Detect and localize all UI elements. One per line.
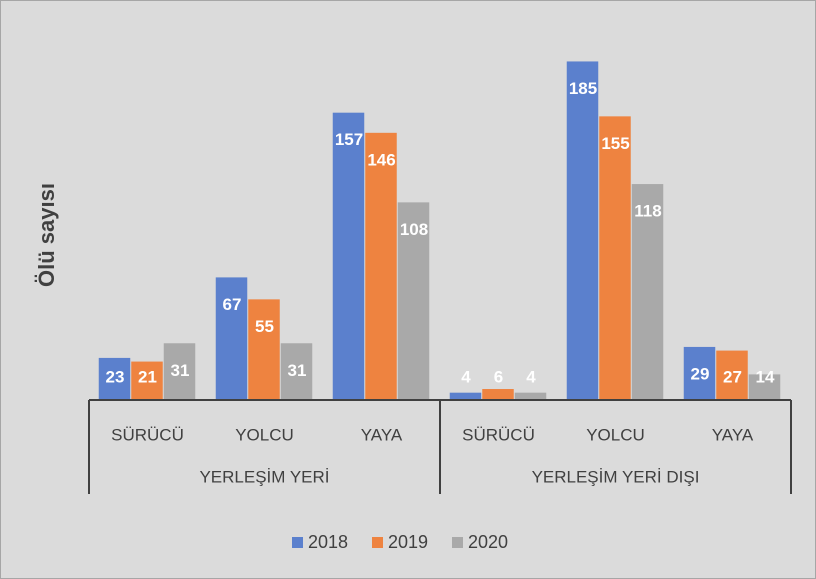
data-label: 4 [526,367,536,386]
x-tick-label: YOLCU [586,425,645,444]
legend-label: 2018 [308,532,348,552]
bar [514,392,547,400]
data-label: 31 [288,361,307,380]
legend-swatch [292,537,303,548]
y-axis-label: Ölü sayısı [34,183,59,287]
data-label: 146 [367,150,395,169]
bar [449,392,482,400]
bar [163,343,196,400]
bar [280,343,313,400]
bar [332,112,365,400]
data-label: 6 [494,367,503,386]
data-label: 55 [255,317,274,336]
bar [365,132,397,400]
bar [631,184,664,400]
bar [98,357,131,400]
data-label: 29 [691,364,710,383]
data-label: 14 [756,367,775,386]
data-label: 67 [223,295,242,314]
bar [599,116,631,400]
legend-swatch [452,537,463,548]
bar [248,299,280,400]
data-label: 4 [461,367,471,386]
bar [716,350,748,400]
bar [215,277,248,400]
data-label: 21 [138,367,157,386]
bar [482,389,514,400]
data-label: 157 [335,130,363,149]
bar [397,202,430,400]
group-label: YERLEŞİM YERİ [199,467,329,486]
data-label: 27 [723,367,742,386]
data-label: 185 [569,79,597,98]
legend-label: 2020 [468,532,508,552]
x-tick-label: YAYA [361,425,403,444]
bar [683,346,716,400]
bar [131,361,163,400]
bar [748,374,781,400]
x-tick-label: SÜRÜCÜ [462,425,535,444]
data-label: 108 [400,220,428,239]
x-tick-label: YAYA [712,425,754,444]
group-label: YERLEŞİM YERİ DIŞI [532,467,700,486]
x-tick-label: YOLCU [235,425,294,444]
legend-swatch [372,537,383,548]
data-label: 31 [171,361,190,380]
x-tick-label: SÜRÜCÜ [111,425,184,444]
legend-label: 2019 [388,532,428,552]
bar [566,61,599,400]
data-label: 23 [106,367,125,386]
data-label: 155 [601,134,629,153]
data-label: 118 [634,202,661,221]
